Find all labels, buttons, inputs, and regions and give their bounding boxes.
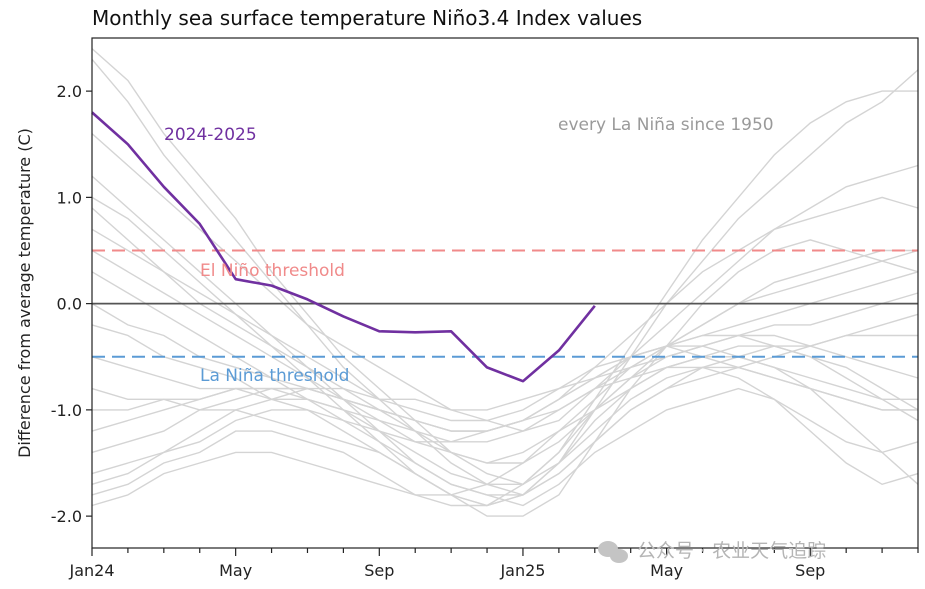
background-series-line-la-nina-5: [91, 196, 919, 517]
y-tick-label: 1.0: [57, 188, 82, 207]
background-series-line-la-nina-13: [91, 334, 918, 507]
plot-frame: [91, 37, 919, 549]
chart-title: Monthly sea surface temperature Niño3.4 …: [92, 6, 642, 30]
x-axis-ticks: Jan24 May Sep Jan25 May Sep: [68, 548, 919, 580]
background-series-group: [91, 48, 919, 517]
background-series-line-la-nina-12: [91, 271, 919, 443]
wechat-icon: [598, 541, 628, 563]
background-series-line-la-nina-10: [91, 292, 919, 411]
background-series-line-la-nina-15: [91, 366, 918, 485]
la-nina-threshold-label: La Niña threshold: [200, 366, 349, 386]
y-tick-label: -2.0: [51, 507, 82, 526]
highlight-series-line: [91, 111, 596, 383]
x-tick-label: Jan24: [68, 561, 114, 580]
background-series-line-la-nina-18: [91, 334, 919, 485]
background-series-line-la-nina-8: [91, 249, 918, 464]
background-series-label: every La Niña since 1950: [558, 115, 774, 135]
highlight-series-group: [91, 111, 596, 383]
x-tick-label: Jan25: [499, 561, 545, 580]
x-tick-label: May: [219, 561, 252, 580]
watermark-text: 公众号 · 农业天气追踪: [637, 540, 826, 562]
background-series-line-la-nina-3: [91, 133, 919, 432]
el-nino-threshold-label: El Niño threshold: [200, 261, 345, 281]
highlight-series-label: 2024-2025: [164, 125, 257, 145]
x-tick-label: Sep: [364, 561, 394, 580]
y-tick-label: -1.0: [51, 401, 82, 420]
x-tick-label: May: [650, 561, 683, 580]
background-series-line-la-nina-1: [91, 58, 919, 496]
y-axis-ticks: 2.0 1.0 0.0 -1.0 -2.0: [51, 82, 92, 526]
background-series-line-la-nina-6: [91, 196, 919, 432]
background-series-line-la-nina-19: [91, 334, 919, 507]
watermark: 公众号 · 农业天气追踪: [598, 540, 826, 563]
y-tick-label: 2.0: [57, 82, 82, 101]
background-series-line-la-nina-20: [91, 249, 919, 507]
reference-lines-group: [92, 249, 918, 358]
y-tick-label: 0.0: [57, 295, 82, 314]
background-series-line-la-nina-2: [91, 48, 918, 486]
x-tick-label: Sep: [795, 561, 825, 580]
y-axis-label: Difference from average temperature (C): [15, 128, 34, 458]
